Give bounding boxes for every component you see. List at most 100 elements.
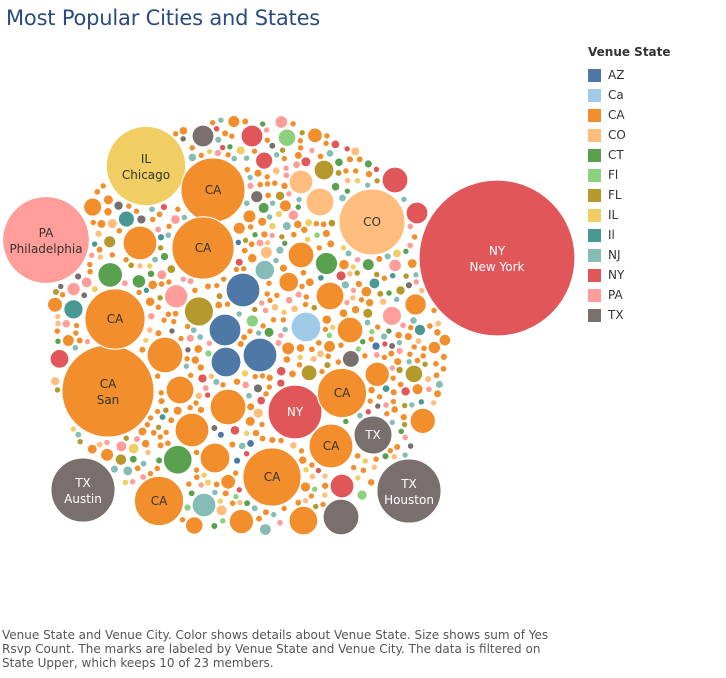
bubble-small[interactable] <box>228 132 236 140</box>
bubble-small[interactable] <box>103 194 114 205</box>
bubble-small[interactable] <box>313 220 320 228</box>
bubble-small[interactable] <box>371 341 381 351</box>
bubble-small[interactable] <box>235 486 243 494</box>
bubble-small[interactable] <box>440 353 448 361</box>
bubble-small[interactable] <box>367 335 375 343</box>
bubble-small[interactable] <box>271 303 279 312</box>
bubble-small[interactable] <box>206 148 213 155</box>
bubble-small[interactable] <box>278 233 286 241</box>
bubble-small[interactable] <box>76 336 84 345</box>
bubble-small[interactable] <box>315 244 323 252</box>
bubble-small[interactable] <box>330 139 340 149</box>
bubble-small-ny[interactable] <box>381 166 409 194</box>
bubble-small[interactable] <box>321 491 329 499</box>
bubble-small[interactable] <box>196 333 204 341</box>
bubble-ny-11[interactable] <box>267 384 323 440</box>
bubble-small[interactable] <box>59 291 66 299</box>
bubble-small[interactable] <box>211 489 219 496</box>
bubble-ca-8[interactable] <box>171 216 235 280</box>
bubble-small[interactable] <box>200 471 208 479</box>
bubble-small[interactable] <box>280 182 289 190</box>
bubble-small[interactable] <box>249 189 264 204</box>
bubble-small[interactable] <box>275 190 285 201</box>
bubble-small[interactable] <box>270 511 277 518</box>
bubble-small[interactable] <box>61 319 71 329</box>
bubble-small[interactable] <box>269 199 276 207</box>
legend-item-3[interactable]: CO <box>588 125 671 145</box>
bubble-small[interactable] <box>243 199 251 207</box>
bubble-small[interactable] <box>290 231 298 239</box>
bubble-small[interactable] <box>143 287 150 294</box>
bubble-small[interactable] <box>385 327 393 335</box>
bubble-small[interactable] <box>392 248 402 258</box>
bubble-small[interactable] <box>219 144 226 151</box>
bubble-small[interactable] <box>183 362 190 370</box>
bubble-small[interactable] <box>300 225 309 234</box>
bubble-small[interactable] <box>234 239 242 246</box>
bubble-small[interactable] <box>246 182 255 190</box>
bubble-small[interactable] <box>389 374 397 382</box>
bubble-small[interactable] <box>356 155 364 163</box>
bubble-small[interactable] <box>409 316 418 325</box>
bubble-small[interactable] <box>180 214 188 221</box>
bubble-small[interactable] <box>49 348 70 369</box>
bubble-small[interactable] <box>397 381 405 388</box>
bubble-small[interactable] <box>323 340 336 353</box>
bubble-small[interactable] <box>362 308 373 319</box>
bubble-small[interactable] <box>433 328 442 337</box>
bubble-small[interactable] <box>197 152 205 159</box>
bubble-small[interactable] <box>115 440 127 452</box>
bubble-small[interactable] <box>277 437 285 444</box>
bubble-small[interactable] <box>285 190 293 198</box>
bubble-small[interactable] <box>251 504 259 512</box>
bubble-small[interactable] <box>404 293 427 316</box>
bubble-small[interactable] <box>430 399 437 407</box>
bubble-small[interactable] <box>341 349 360 369</box>
bubble-small-tx[interactable] <box>322 498 360 536</box>
legend-item-12[interactable]: TX <box>588 305 671 325</box>
bubble-small[interactable] <box>409 407 437 435</box>
bubble-ny-0[interactable] <box>418 179 576 337</box>
bubble-small[interactable] <box>233 377 241 386</box>
bubble-small[interactable] <box>389 272 397 280</box>
bubble-small[interactable] <box>420 344 428 352</box>
bubble-small[interactable] <box>160 252 169 261</box>
bubble-small[interactable] <box>138 346 147 354</box>
bubble-small[interactable] <box>440 365 447 373</box>
bubble-small[interactable] <box>302 466 310 474</box>
bubble-small[interactable] <box>360 286 372 298</box>
bubble-small[interactable] <box>268 222 277 230</box>
bubble-small[interactable] <box>305 277 315 287</box>
bubble-small[interactable] <box>388 419 396 426</box>
bubble-small[interactable] <box>53 327 61 335</box>
bubble-small[interactable] <box>373 351 381 359</box>
bubble-small[interactable] <box>97 261 124 288</box>
bubble-small[interactable] <box>122 256 130 264</box>
bubble-small[interactable] <box>156 294 164 302</box>
bubble-small[interactable] <box>143 421 151 428</box>
bubble-small[interactable] <box>268 232 276 239</box>
bubble-ca-12[interactable] <box>133 475 185 527</box>
bubble-small[interactable] <box>290 304 299 313</box>
bubble-small[interactable] <box>381 340 389 348</box>
bubble-small[interactable] <box>270 316 277 324</box>
bubble-small[interactable] <box>87 444 98 455</box>
bubble-small[interactable] <box>165 223 173 230</box>
bubble-small[interactable] <box>255 329 262 337</box>
bubble-small[interactable] <box>164 231 172 239</box>
bubble-small[interactable] <box>275 210 283 218</box>
bubble-small[interactable] <box>382 384 391 393</box>
bubble-small[interactable] <box>158 280 166 288</box>
bubble-small[interactable] <box>439 334 451 346</box>
bubble-small[interactable] <box>280 341 296 356</box>
bubble-small[interactable] <box>288 505 319 536</box>
bubble-small[interactable] <box>364 361 391 388</box>
bubble-small[interactable] <box>297 144 304 152</box>
bubble-small[interactable] <box>321 481 329 490</box>
bubble-small[interactable] <box>356 489 368 501</box>
bubble-small[interactable] <box>210 522 219 530</box>
bubble-small[interactable] <box>220 473 237 490</box>
legend-item-7[interactable]: IL <box>588 205 671 225</box>
bubble-small[interactable] <box>222 489 230 498</box>
bubble-small-tx[interactable] <box>191 124 215 148</box>
